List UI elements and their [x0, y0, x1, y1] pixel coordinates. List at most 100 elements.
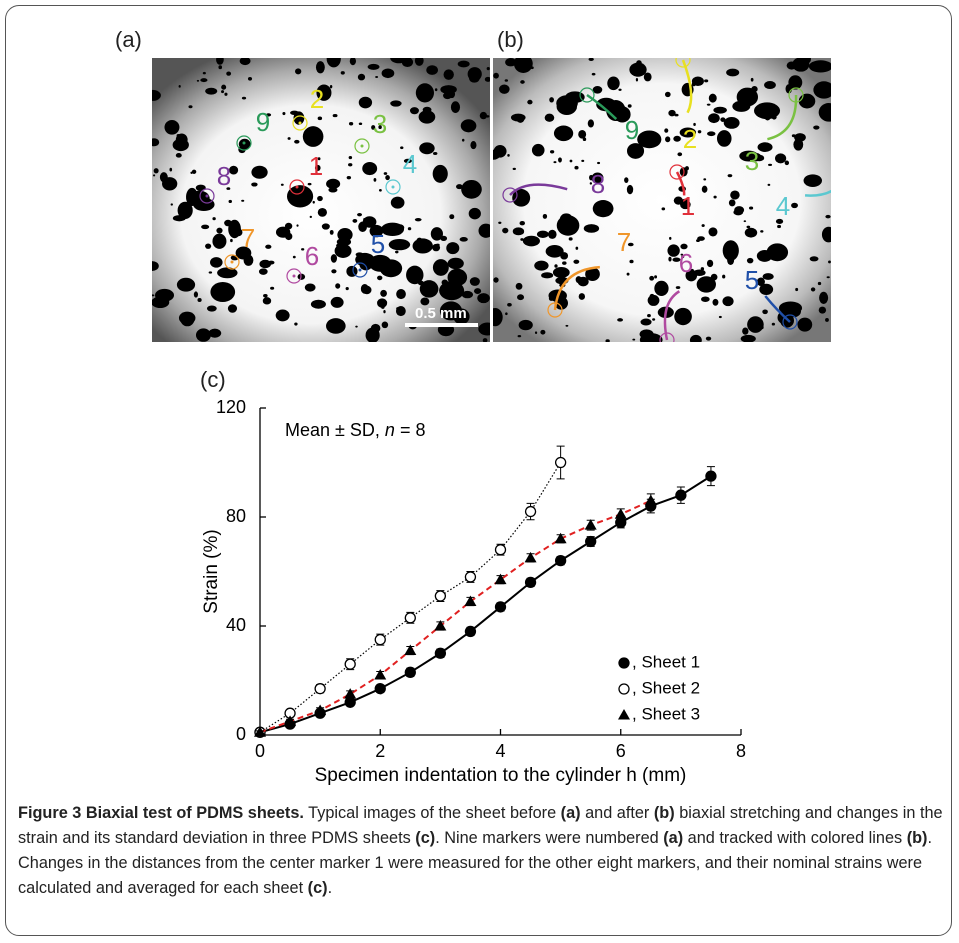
- point: [344, 658, 356, 670]
- speckle: [414, 58, 424, 66]
- speckle: [548, 229, 557, 239]
- point: [254, 726, 266, 737]
- speckle: [377, 298, 388, 308]
- caption-text: . Changes in the distances from the cent…: [18, 829, 933, 897]
- marker-dot: [358, 268, 362, 272]
- speckle: [419, 142, 435, 155]
- speckle: [541, 272, 554, 279]
- speckle: [484, 76, 490, 82]
- speckle: [675, 286, 681, 289]
- speckle: [378, 188, 382, 192]
- speckle: [534, 331, 538, 335]
- marker-ring: [547, 302, 563, 318]
- point: [494, 601, 507, 613]
- marker-dot: [391, 185, 395, 189]
- speckle: [379, 259, 403, 278]
- speckle: [282, 111, 286, 116]
- speckle: [380, 289, 387, 297]
- marker-ring: [502, 187, 518, 203]
- speckle: [722, 240, 739, 261]
- speckle: [749, 206, 754, 210]
- speckle: [751, 85, 758, 93]
- speckle: [750, 77, 754, 82]
- speckle: [673, 135, 681, 142]
- marker-ring: [286, 268, 302, 284]
- speckle: [378, 125, 382, 130]
- speckle: [647, 313, 651, 318]
- speckle: [649, 293, 655, 299]
- speckle: [716, 130, 732, 147]
- speckle: [674, 307, 692, 326]
- speckle: [803, 174, 822, 187]
- marker-dot: [292, 274, 296, 278]
- speckle: [764, 81, 776, 90]
- speckle: [317, 207, 327, 217]
- speckle: [152, 294, 155, 297]
- speckle: [680, 253, 684, 256]
- speckle: [730, 190, 740, 200]
- speckle: [221, 90, 225, 94]
- speckle: [744, 227, 758, 238]
- point: [524, 505, 537, 518]
- caption-text: .: [327, 879, 333, 897]
- speckle: [348, 163, 353, 167]
- caption-text: and after: [580, 804, 654, 822]
- point: [344, 696, 356, 708]
- annotation-text: n: [385, 420, 395, 440]
- speckle: [216, 227, 223, 234]
- speckle: [493, 277, 499, 283]
- annotation-text: Mean ± SD,: [285, 420, 385, 440]
- speckle: [419, 280, 439, 298]
- speckle: [825, 214, 831, 219]
- speckle: [519, 221, 525, 226]
- speckle: [390, 100, 402, 107]
- speckle: [164, 119, 180, 135]
- speckle: [330, 60, 336, 64]
- speckle: [739, 150, 759, 162]
- marker-number: 5: [371, 229, 385, 259]
- speckle: [505, 58, 517, 67]
- speckle: [265, 113, 272, 117]
- speckle: [768, 249, 774, 255]
- speckle: [295, 68, 302, 75]
- speckle: [708, 227, 718, 237]
- speckle: [170, 203, 173, 206]
- speckle: [415, 83, 435, 103]
- speckle: [301, 196, 312, 204]
- point: [705, 470, 717, 482]
- marker-number: 9: [256, 107, 270, 137]
- speckle: [661, 207, 666, 211]
- speckle: [348, 121, 354, 126]
- speckle: [219, 237, 224, 241]
- speckle: [798, 93, 816, 109]
- x-tick-label: 2: [375, 741, 385, 761]
- speckle: [405, 160, 409, 163]
- point: [434, 620, 447, 631]
- speckle: [527, 99, 533, 105]
- speckle: [499, 84, 510, 94]
- marker-number: 8: [217, 161, 231, 191]
- point: [524, 576, 537, 589]
- speckle: [552, 266, 570, 278]
- speckle: [259, 259, 272, 269]
- speckle: [432, 243, 441, 252]
- speckle: [632, 338, 636, 341]
- speckle: [554, 264, 558, 268]
- marker-ring: [659, 332, 675, 342]
- speckle: [556, 215, 580, 236]
- point: [584, 519, 597, 530]
- speckle: [432, 259, 449, 276]
- speckle: [447, 257, 464, 270]
- markers: 1 2 34 5 6 789: [502, 58, 831, 342]
- point: [464, 571, 477, 583]
- speckle: [226, 187, 231, 190]
- speckle: [317, 116, 323, 121]
- speckle: [227, 304, 238, 313]
- speckle: [193, 291, 199, 298]
- speckle: [241, 96, 247, 100]
- caption-text: . Nine markers were numbered: [435, 829, 664, 847]
- speckle: [336, 237, 352, 246]
- speckle: [639, 329, 654, 340]
